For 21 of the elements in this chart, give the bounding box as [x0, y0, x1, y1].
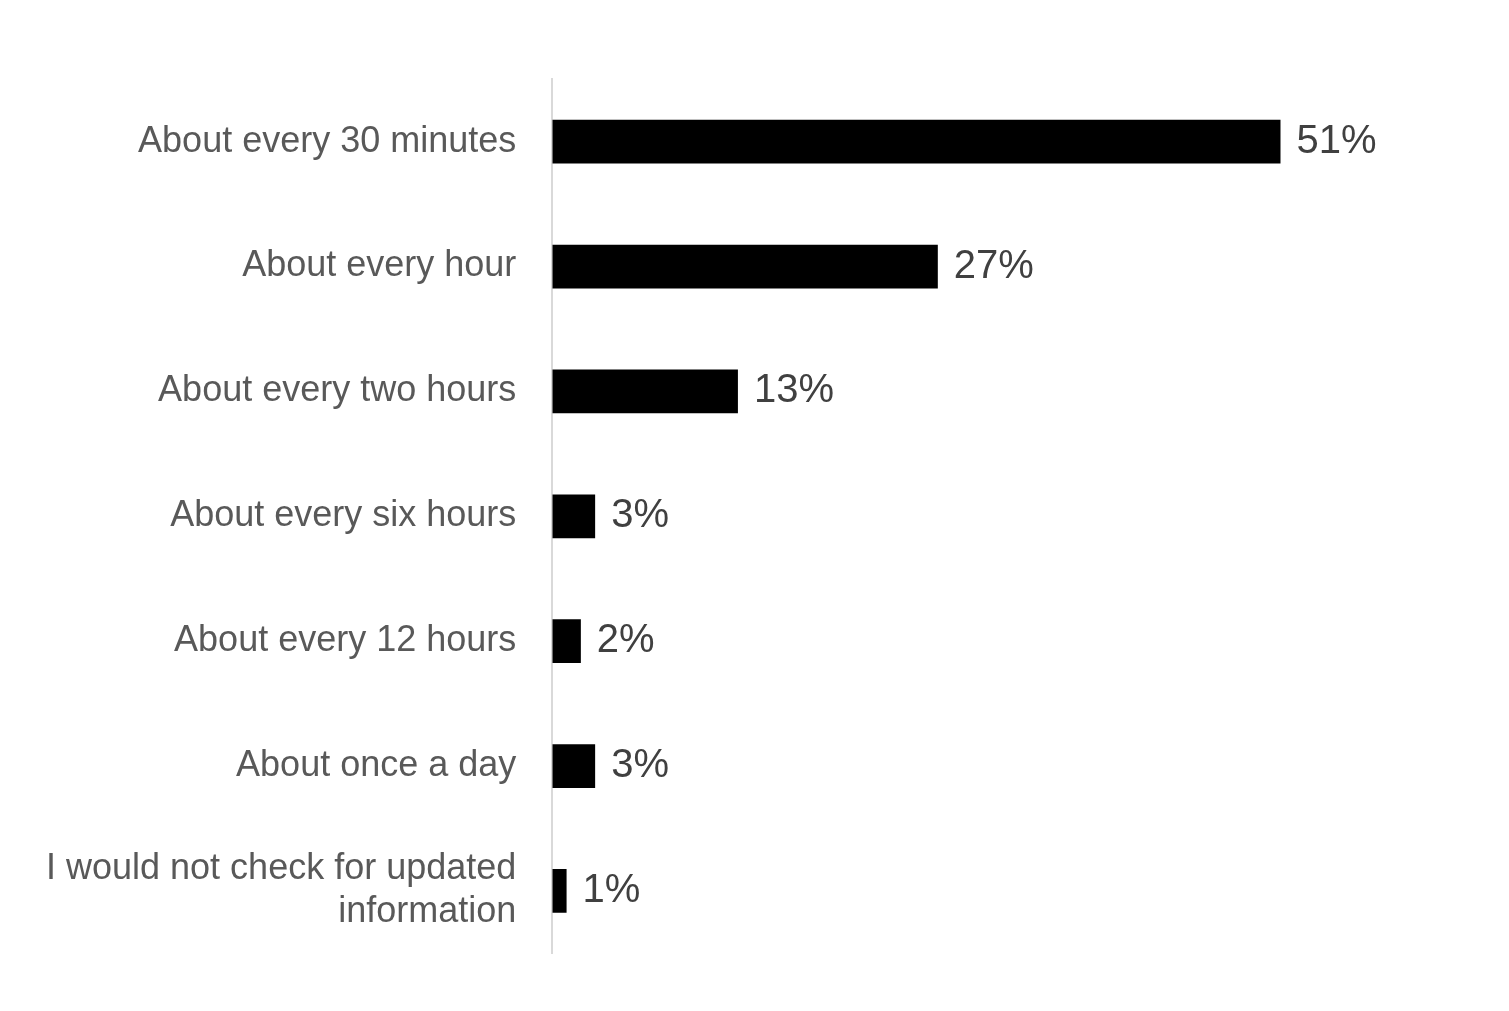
bar — [552, 369, 738, 414]
y-tick-label: About every 30 minutes — [138, 118, 517, 160]
data-label: 27% — [953, 241, 1034, 286]
bar — [552, 869, 567, 913]
data-label: 2% — [596, 616, 655, 661]
data-label: 51% — [1296, 116, 1377, 161]
y-tick-label: About every two hours — [158, 368, 517, 410]
data-label: 3% — [611, 741, 669, 786]
bar — [552, 619, 581, 664]
y-tick-label: About every six hours — [170, 493, 517, 535]
data-label: 1% — [582, 865, 641, 910]
bar — [552, 744, 596, 788]
data-label: 13% — [753, 366, 834, 411]
bar — [552, 494, 596, 539]
y-tick-label: I would not check for updated information — [45, 846, 517, 931]
y-tick-label: About every 12 hours — [174, 618, 517, 660]
y-tick-label: About once a day — [236, 742, 517, 784]
bar — [552, 119, 1281, 164]
bar — [552, 244, 938, 289]
y-tick-label: About every hour — [242, 243, 517, 285]
data-label: 3% — [611, 491, 669, 536]
